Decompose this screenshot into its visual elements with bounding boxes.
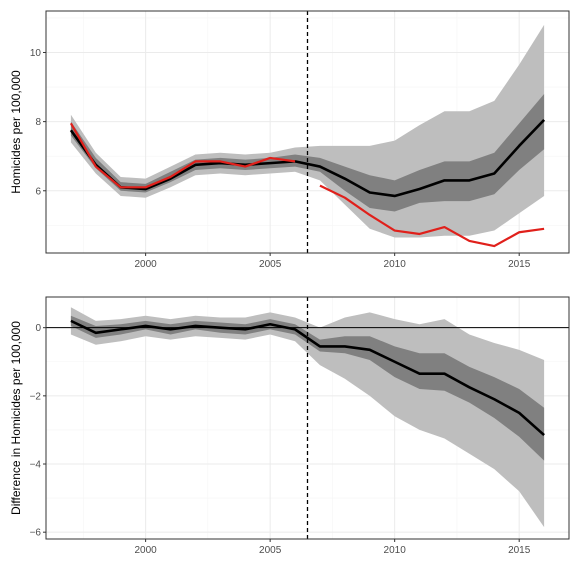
estimate-line <box>69 118 546 198</box>
x-tick-label: 2015 <box>508 259 531 270</box>
observed-line-2 <box>319 184 545 248</box>
y-tick-label: −2 <box>30 391 42 402</box>
x-tick-label: 2010 <box>384 545 407 556</box>
x-tick-label: 2005 <box>259 259 282 270</box>
y-tick-label: 10 <box>30 48 42 59</box>
y-axis-title: Homicides per 100,000 <box>9 70 23 194</box>
chart-panel-2: 2000 2005 2010 2015 −6 −4 −2 0 Difference in Hom… <box>9 296 570 556</box>
x-tick-label: 2015 <box>508 545 531 556</box>
inner-confidence-band <box>70 93 545 212</box>
estimate-line <box>70 319 545 437</box>
panel-border <box>45 296 570 540</box>
chart-panel-1: 2000 2005 2010 2015 6 8 10 Homicides per 100,00… <box>9 10 570 270</box>
x-tick-label: 2005 <box>259 545 282 556</box>
x-tick-label: 2010 <box>384 259 407 270</box>
y-tick-label: −4 <box>30 460 42 471</box>
observed-line-1 <box>69 122 296 189</box>
y-axis-title: Difference in Homicides per 100,000 <box>9 321 23 515</box>
x-tick-label: 2000 <box>134 259 157 270</box>
y-tick-label: −6 <box>30 528 42 539</box>
y-tick-label: 6 <box>35 186 41 197</box>
y-tick-label: 8 <box>35 117 41 128</box>
x-tick-label: 2000 <box>134 545 157 556</box>
panel-border <box>45 10 570 254</box>
y-tick-label: 0 <box>35 323 41 334</box>
